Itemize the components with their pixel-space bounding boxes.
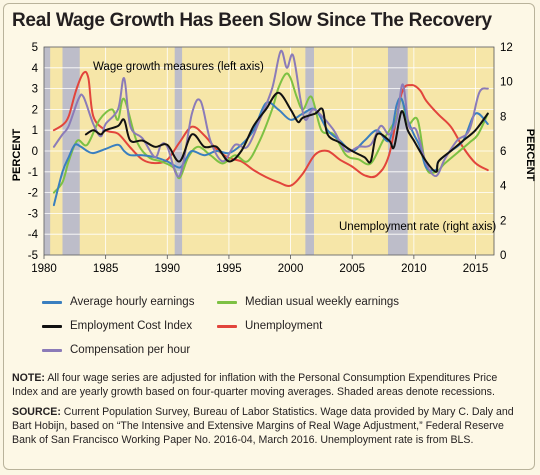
y-left-tick-label: -3 [28, 208, 38, 220]
series-line-median_weekly [52, 72, 489, 194]
y-left-tick-label: -5 [28, 250, 38, 262]
x-tick-label: 1985 [93, 263, 119, 275]
y-left-tick-label: 5 [32, 42, 38, 54]
y-right-tick-label: 0 [500, 250, 506, 262]
y-left-tick-label: 2 [32, 104, 38, 116]
y-right-tick-label: 6 [500, 146, 506, 158]
y-left-tick-label: 3 [32, 84, 38, 96]
series-lines [52, 49, 489, 207]
x-tick-label: 2005 [339, 263, 365, 275]
note-label: NOTE: [12, 372, 45, 384]
series-line-eci [84, 91, 489, 173]
series-line-comp_per_hour [52, 49, 489, 178]
y-right-tick-label: 10 [500, 77, 513, 89]
x-tick-label: 2015 [463, 263, 489, 275]
plot-frame [43, 46, 495, 256]
y-axis-right-label: PERCENT [524, 129, 536, 182]
x-tick-label: 2010 [401, 263, 427, 275]
source: SOURCE: Current Population Survey, Burea… [12, 405, 524, 447]
x-tick-label: 1990 [154, 263, 180, 275]
notes-block: NOTE: All four wage series are adjusted … [12, 371, 524, 453]
y-left-tick-label: 0 [32, 146, 38, 158]
x-tick-label: 1980 [31, 263, 57, 275]
series-line-unemployment [52, 70, 489, 188]
x-tick-label: 2000 [278, 263, 304, 275]
source-text: Current Population Survey, Bureau of Lab… [12, 406, 514, 446]
y-left-tick-label: -4 [28, 229, 39, 241]
y-axis-left-label: PERCENT [11, 128, 23, 181]
y-left-tick-label: -2 [28, 188, 38, 200]
y-right-tick-label: 8 [500, 111, 506, 123]
note: NOTE: All four wage series are adjusted … [12, 371, 524, 399]
page-title: Real Wage Growth Has Been Slow Since The… [12, 10, 492, 31]
annotation-right-axis: Unemployment rate (right axis) [339, 221, 496, 233]
note-text: All four wage series are adjusted for in… [12, 372, 498, 398]
y-axis-left: -5 -4 -3 -2 -1 0 1 2 3 4 5 [28, 42, 39, 262]
y-right-tick-label: 2 [500, 215, 506, 227]
y-right-tick-label: 12 [500, 42, 513, 54]
source-label: SOURCE: [12, 406, 61, 418]
y-right-tick-label: 4 [500, 181, 507, 193]
y-left-tick-label: -1 [28, 167, 38, 179]
y-left-tick-label: 1 [32, 125, 38, 137]
y-left-tick-label: 4 [32, 63, 39, 75]
x-axis: 1980 1985 1990 1995 2000 2005 2010 2015 [31, 255, 488, 275]
x-tick-label: 1995 [216, 263, 242, 275]
annotation-left-axis: Wage growth measures (left axis) [93, 61, 264, 73]
y-axis-right: 0 2 4 6 8 10 12 [500, 42, 513, 262]
